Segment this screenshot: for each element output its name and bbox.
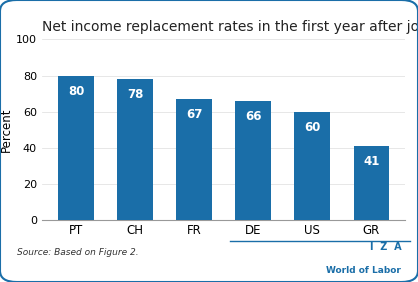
Text: I  Z  A: I Z A <box>370 243 401 252</box>
Text: Source: Based on Figure 2.: Source: Based on Figure 2. <box>17 248 138 257</box>
Text: 66: 66 <box>245 110 261 123</box>
Bar <box>59 76 94 220</box>
Bar <box>294 112 330 220</box>
Bar <box>235 101 271 220</box>
Text: 60: 60 <box>304 121 320 134</box>
Bar <box>117 79 153 220</box>
Text: 41: 41 <box>363 155 380 168</box>
Y-axis label: Percent: Percent <box>0 107 13 152</box>
Text: 67: 67 <box>186 108 202 121</box>
Text: World of Labor: World of Labor <box>326 266 401 275</box>
Text: 80: 80 <box>68 85 84 98</box>
Bar <box>176 99 212 220</box>
Bar <box>354 146 389 220</box>
Text: Net income replacement rates in the first year after job loss: Net income replacement rates in the firs… <box>42 20 418 34</box>
Text: 78: 78 <box>127 88 143 101</box>
